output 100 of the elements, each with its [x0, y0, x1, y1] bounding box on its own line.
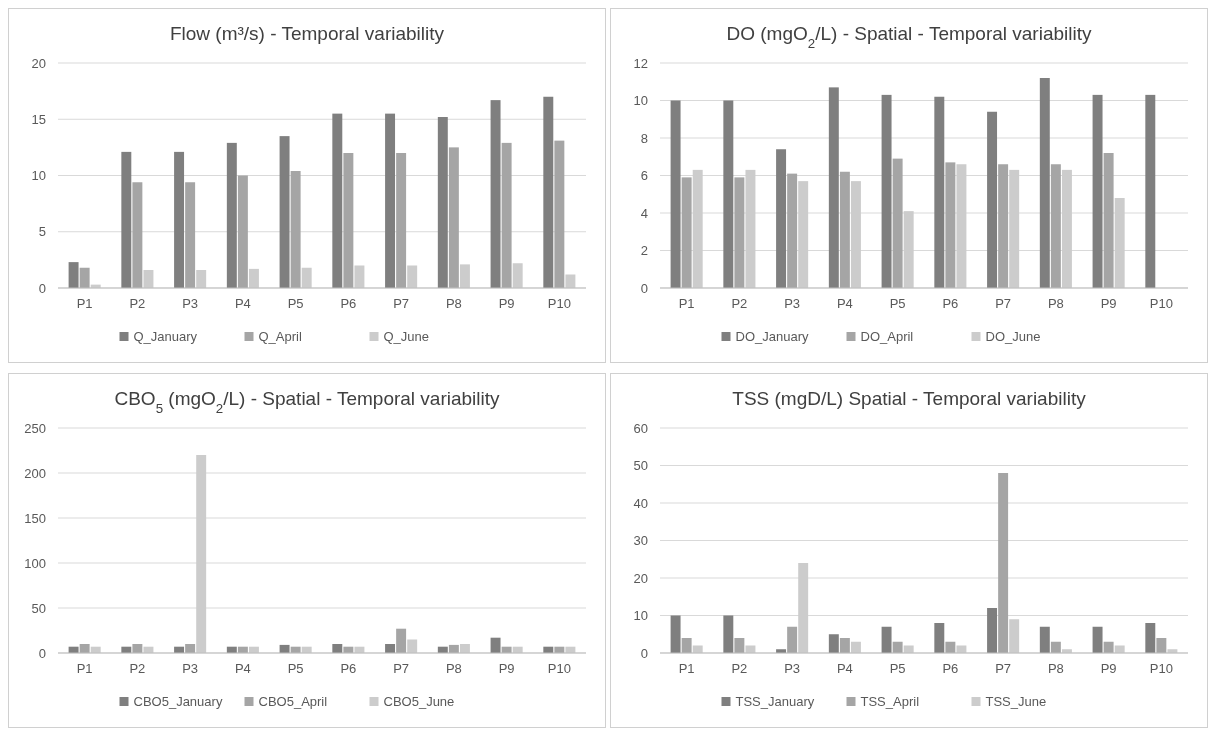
bar: [565, 274, 576, 288]
bar: [196, 455, 207, 653]
x-tick-label: P3: [784, 296, 801, 311]
x-tick-label: P7: [995, 661, 1012, 676]
bar: [237, 175, 248, 288]
bar: [385, 113, 396, 288]
bar: [787, 173, 798, 288]
x-tick-label: P8: [1047, 661, 1064, 676]
bar: [734, 177, 745, 288]
bar: [396, 153, 407, 288]
bar: [998, 473, 1009, 653]
bar: [174, 151, 185, 288]
x-tick-label: P2: [731, 661, 748, 676]
x-tick-label: P1: [76, 661, 93, 676]
bar: [543, 96, 554, 288]
bar: [828, 87, 839, 288]
y-tick-label: 20: [633, 570, 648, 586]
bar: [1092, 94, 1103, 288]
y-tick-label: 50: [31, 600, 46, 616]
x-tick-label: P5: [889, 661, 906, 676]
bar: [1009, 169, 1020, 288]
bar: [490, 637, 501, 653]
bar: [1050, 164, 1061, 288]
legend-label: DO_January: [735, 329, 809, 344]
x-tick-label: P8: [1047, 296, 1064, 311]
bar: [396, 628, 407, 653]
bar: [787, 626, 798, 653]
bar: [828, 634, 839, 653]
y-tick-label: 200: [24, 465, 46, 481]
y-tick-label: 250: [24, 420, 46, 436]
y-tick-label: 150: [24, 510, 46, 526]
x-tick-label: P5: [287, 661, 304, 676]
bar: [798, 563, 809, 653]
y-tick-label: 0: [640, 645, 648, 661]
bar: [1145, 623, 1156, 653]
bar: [501, 142, 512, 288]
x-tick-label: P6: [340, 661, 357, 676]
bar: [934, 623, 945, 653]
x-tick-label: P9: [1100, 661, 1117, 676]
bar: [745, 169, 756, 288]
bar: [226, 142, 237, 288]
x-tick-label: P7: [393, 296, 410, 311]
bar: [407, 639, 418, 653]
bar: [68, 262, 79, 288]
bar: [290, 171, 301, 288]
bar: [670, 100, 681, 288]
bar: [839, 171, 850, 288]
chart-title: Flow (m³/s) - Temporal variability: [169, 23, 445, 44]
x-tick-label: P4: [836, 661, 853, 676]
bar: [1145, 94, 1156, 288]
y-tick-label: 0: [640, 280, 648, 296]
bar: [945, 162, 956, 288]
bar: [332, 113, 343, 288]
legend-label: TSS_January: [735, 694, 815, 709]
bar: [79, 267, 90, 288]
bar: [734, 638, 745, 653]
chart-title: DO (mgO$_{2}$/L) - Spatial - Temporal variability: [726, 23, 1092, 51]
bar: [1009, 619, 1020, 653]
bar: [196, 270, 207, 288]
bar: [1039, 78, 1050, 288]
bar: [490, 100, 501, 288]
bar: [1114, 198, 1125, 288]
y-tick-label: 10: [633, 608, 648, 624]
legend-label: CBO5_January: [133, 694, 223, 709]
x-tick-label: P8: [445, 296, 462, 311]
y-tick-label: 0: [38, 645, 46, 661]
legend-label: DO_June: [985, 329, 1041, 344]
bar: [987, 111, 998, 288]
bar: [1039, 626, 1050, 653]
x-tick-label: P3: [182, 661, 199, 676]
bar: [279, 136, 290, 288]
y-tick-label: 8: [640, 130, 648, 146]
x-tick-label: P4: [234, 296, 251, 311]
y-tick-label: 10: [31, 168, 46, 184]
bar: [121, 151, 132, 288]
y-tick-label: 5: [38, 224, 46, 240]
bar: [892, 158, 903, 288]
x-tick-label: P3: [182, 296, 199, 311]
x-tick-label: P2: [731, 296, 748, 311]
legend-label: TSS_June: [985, 694, 1047, 709]
x-tick-label: P9: [498, 661, 515, 676]
bar: [448, 147, 459, 288]
y-tick-label: 20: [31, 55, 46, 71]
bar: [903, 211, 914, 288]
legend-label: Q_June: [383, 329, 430, 344]
legend-label: CBO5_April: [258, 694, 328, 709]
bar: [1061, 169, 1072, 288]
bar: [512, 263, 523, 288]
x-tick-label: P9: [498, 296, 515, 311]
bar: [437, 117, 448, 288]
bar: [723, 615, 734, 653]
bar: [1092, 626, 1103, 653]
x-tick-label: P6: [942, 296, 959, 311]
bar: [407, 265, 418, 288]
legend-label: TSS_April: [860, 694, 920, 709]
x-tick-label: P4: [836, 296, 853, 311]
bar: [1156, 638, 1167, 653]
bar: [776, 149, 787, 288]
bar: [459, 264, 470, 288]
legend-label: CBO5_June: [383, 694, 455, 709]
